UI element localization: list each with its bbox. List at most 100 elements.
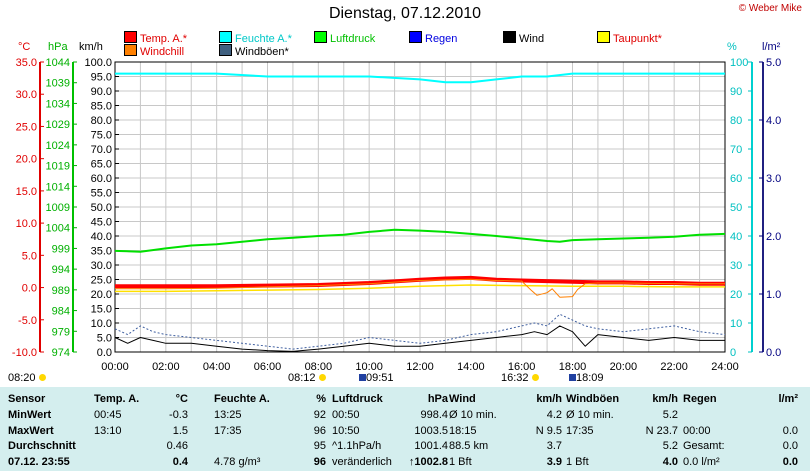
table-cell: 3.9	[546, 455, 562, 468]
x-tick-label: 02:00	[152, 361, 180, 373]
sunset-time: 16:32	[501, 372, 539, 384]
pressure-tick-label: 1024	[46, 140, 70, 152]
humidity-tick-label: 80	[730, 115, 742, 127]
humidity-tick-label: 50	[730, 202, 742, 214]
temp-tick-label: -10.0	[12, 347, 37, 359]
table-header-cell: km/h	[536, 393, 562, 405]
pressure-tick-label: 984	[52, 306, 70, 318]
table-cell: 00:00	[683, 424, 711, 437]
legend-label: Windchill	[140, 46, 185, 58]
table-cell: 96	[313, 455, 326, 468]
pressure-tick-label: 979	[52, 326, 70, 338]
table-cell: 4.78 g/m³	[214, 455, 261, 468]
table-cell: 1 Bft	[449, 455, 472, 468]
series-line-luftdruck	[114, 228, 726, 253]
series-line-wind	[114, 325, 725, 352]
wind-tick-label: 35.0	[91, 246, 112, 258]
x-tick-label: 12:00	[406, 361, 434, 373]
legend-item: Feuchte A.*	[219, 31, 292, 45]
legend-swatch	[314, 31, 327, 43]
table-cell: N 9.5	[535, 424, 562, 437]
legend-swatch	[503, 31, 516, 43]
table-cell: 1.5	[172, 424, 188, 437]
rain-tick-label: 4.0	[766, 115, 781, 127]
temp-tick-label: 35.0	[16, 57, 37, 69]
page-title: Dienstag, 07.12.2010	[328, 5, 482, 22]
set-mark-label: 18:09	[576, 372, 604, 384]
moon-mark: 09:51	[359, 372, 394, 384]
x-tick-label: 24:00	[711, 361, 739, 373]
sunrise-label: 08:20	[8, 372, 36, 384]
legend-label: Windböen*	[235, 46, 289, 58]
humidity-axis-unit: %	[727, 41, 737, 53]
humidity-tick-label: 70	[730, 144, 742, 156]
table-cell: 17:35	[214, 424, 242, 437]
legend-swatch	[124, 31, 137, 43]
humidity-tick-label: 20	[730, 289, 742, 301]
table-cell: 5.2	[662, 409, 678, 421]
table-cell: 95	[313, 440, 326, 452]
temp-tick-label: 5.0	[22, 250, 37, 262]
legend-label: Taupunkt*	[613, 33, 662, 45]
pressure-tick-label: 1019	[46, 161, 70, 173]
pressure-tick-label: 999	[52, 243, 70, 255]
table-cell: Gesamt:	[683, 440, 725, 452]
humidity-tick-label: 30	[730, 260, 742, 272]
table-header-cell: Wind	[449, 393, 476, 405]
wind-tick-label: 40.0	[91, 231, 112, 243]
pressure-tick-label: 1029	[46, 119, 70, 131]
legend-swatch	[409, 31, 422, 43]
series-line-feuchte-a-	[115, 72, 725, 84]
wind-tick-label: 45.0	[91, 217, 112, 229]
legend-item: Wind	[503, 31, 544, 45]
wind-tick-label: 55.0	[91, 188, 112, 200]
summary-table: Sensor Temp. A. °C Feuchte A.% Luftdruck hPa W…	[0, 387, 810, 471]
temp-tick-label: 15.0	[16, 186, 37, 198]
table-cell: 1003.5	[414, 424, 448, 437]
legend-label: Luftdruck	[330, 33, 376, 45]
table-cell: Ø 10 min.	[449, 409, 497, 421]
wind-tick-label: 0.0	[97, 347, 112, 359]
table-header-cell: Luftdruck	[332, 393, 383, 405]
wind-tick-label: 95.0	[91, 72, 112, 84]
table-header-cell: Windböen	[566, 393, 620, 405]
table-cell: 10:50	[332, 424, 360, 437]
wind-tick-label: 100.0	[84, 57, 112, 69]
table-cell: veränderlich	[332, 455, 392, 468]
x-tick-label: 16:00	[508, 361, 536, 373]
chart-canvas: 35.0 30.0 25.0 20.0 15.0 10.0 5.0 0.0 -5.0 -10.0 1…	[12, 57, 781, 373]
pressure-tick-label: 1009	[46, 202, 70, 214]
wind-tick-label: 75.0	[91, 130, 112, 142]
table-cell: 92	[313, 409, 326, 421]
table-cell: 0.0 l/m²	[683, 455, 720, 468]
legend-item: Taupunkt*	[597, 31, 662, 45]
table-header-cell: Temp. A.	[94, 393, 140, 405]
pressure-tick-label: 1039	[46, 78, 70, 90]
legend-item: Temp. A.*	[124, 31, 187, 45]
copyright-label[interactable]: © Weber Mike	[738, 3, 802, 14]
table-cell: ↑1002.8	[408, 455, 448, 468]
sun-icon	[38, 374, 46, 381]
pressure-tick-label: 974	[52, 347, 70, 359]
legend-item: Windböen*	[219, 44, 289, 58]
legend-item: Windchill	[124, 44, 184, 58]
rain-axis-unit: l/m²	[762, 41, 781, 53]
pressure-tick-label: 1004	[46, 223, 70, 235]
wind-tick-label: 85.0	[91, 101, 112, 113]
legend-swatch	[219, 31, 232, 43]
temp-tick-label: 20.0	[16, 154, 37, 166]
sun-icon	[531, 374, 539, 381]
humidity-tick-label: 100	[730, 57, 748, 69]
pressure-axis-unit: hPa	[48, 41, 68, 53]
legend-label: Wind	[519, 33, 545, 45]
temp-tick-label: 25.0	[16, 121, 37, 133]
table-cell: 3.7	[546, 440, 562, 452]
x-tick-label: 10:00	[355, 361, 383, 373]
wind-tick-label: 10.0	[91, 318, 112, 330]
table-cell: 4.0	[662, 455, 678, 468]
table-cell: 17:35	[566, 424, 594, 437]
table-cell: 998.4	[420, 409, 448, 421]
x-tick-label: 00:00	[101, 361, 129, 373]
rain-tick-label: 1.0	[766, 289, 781, 301]
table-cell: MaxWert	[8, 424, 54, 437]
